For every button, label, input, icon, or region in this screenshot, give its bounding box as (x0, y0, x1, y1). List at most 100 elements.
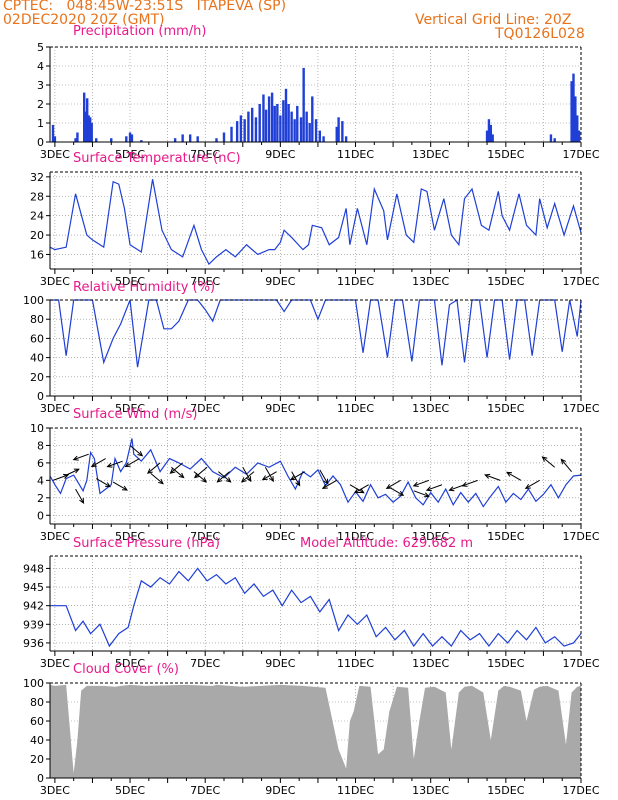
wind-vector-shaft (262, 471, 277, 481)
precip-bar (76, 132, 79, 142)
precip-bar (337, 117, 340, 142)
wind-vector-shaft (484, 474, 501, 481)
wind-vector-head (425, 486, 432, 492)
wind-y-tick-label: 8 (37, 439, 44, 452)
wind-vector-shaft (95, 478, 111, 488)
precip-y-tick-label: 0 (37, 136, 44, 149)
wind-vector-head (124, 462, 131, 468)
wind-vector-head (146, 468, 153, 474)
wind-vector-head (63, 473, 70, 479)
wind-vector-head (72, 455, 79, 461)
pressure-y-tick-label: 942 (23, 600, 44, 613)
temp-y-tick-label: 16 (30, 248, 44, 261)
precip-bar (270, 92, 274, 142)
wind-y-tick-label: 0 (37, 509, 44, 522)
wind-vector-shaft (322, 479, 337, 489)
wind-vector-head (158, 478, 164, 485)
wind-vector-head (73, 468, 80, 474)
precip-bar (267, 96, 271, 142)
wind-vector-shaft (125, 458, 140, 467)
pressure-y-tick-label: 945 (23, 581, 44, 594)
wind-vector-head (225, 477, 232, 483)
wind-vector-head (261, 475, 268, 481)
wind-vector-head (121, 485, 128, 491)
wind-vector-head (541, 456, 548, 462)
wind-vector-shaft (218, 471, 231, 483)
wind-vector-shaft (449, 484, 465, 491)
temp-x-tick-label: 17DEC (562, 275, 599, 288)
precip-bar (577, 130, 581, 142)
precip-bar (279, 115, 282, 142)
wind-vector-shaft (389, 486, 404, 496)
precip-bar (95, 138, 98, 142)
wind-vector-head (105, 482, 112, 488)
rh-x-tick-label: 17DEC (562, 402, 599, 415)
wind-vector-head (240, 477, 247, 483)
precip-bar (311, 96, 314, 142)
wind-line (49, 438, 582, 508)
header-model-code: TQ0126L028 (495, 26, 585, 42)
header-station: CPTEC: 048:45W-23:51S ITAPEVA (SP) (3, 0, 287, 14)
wind-vector-shaft (386, 479, 401, 489)
precip-x-tick-label: 3DEC (40, 148, 70, 161)
temp-x-tick-label: 11DEC (337, 275, 374, 288)
wind-x-tick-label: 9DEC (265, 530, 295, 543)
precip-x-tick-label: 15DEC (487, 148, 524, 161)
wind-vector-shaft (560, 459, 572, 472)
precip-bar (284, 88, 288, 142)
wind-vector-head (201, 477, 208, 483)
precip-x-tick-label: 17DEC (562, 148, 599, 161)
pressure-x-tick-label: 13DEC (412, 657, 449, 670)
header-datetime: 02DEC2020 20Z (GMT) (3, 12, 165, 28)
precip-bar (264, 109, 268, 142)
precip-bar (87, 115, 90, 142)
precip-y-tick-label: 5 (37, 41, 44, 54)
precip-bar (51, 124, 55, 142)
precip-panel (46, 46, 582, 147)
precip-bar (84, 111, 87, 142)
precip-x-tick-label: 9DEC (265, 148, 295, 161)
wind-vector-shaft (426, 484, 443, 491)
wind-vector-head (90, 462, 97, 468)
precip-bar (282, 100, 285, 142)
wind-vector-shaft (413, 479, 429, 487)
wind-x-tick-label: 15DEC (487, 530, 524, 543)
precip-y-tick-label: 3 (37, 79, 44, 92)
wind-vector-head (169, 468, 176, 474)
precip-bar (290, 111, 293, 142)
wind-y-tick-label: 10 (30, 422, 44, 435)
wind-vector-shaft (242, 467, 252, 482)
precip-bar (576, 115, 579, 142)
precip-bar (491, 134, 494, 142)
wind-vector-head (216, 477, 223, 483)
rh-x-tick-label: 9DEC (265, 402, 295, 415)
wind-vector-head (246, 476, 252, 483)
precip-y-tick-label: 1 (37, 117, 44, 130)
rh-y-tick-label: 100 (23, 294, 44, 307)
wind-vector-head (321, 483, 328, 489)
wind-vector-head (268, 476, 274, 483)
wind-vector-shaft (291, 471, 301, 486)
cloud-y-tick-label: 40 (30, 734, 44, 747)
precip-bar (549, 134, 553, 142)
precip-bar (254, 117, 258, 142)
wind-vector-head (289, 475, 296, 481)
pressure-x-tick-label: 9DEC (265, 657, 295, 670)
wind-y-tick-label: 6 (37, 457, 44, 470)
precip-bar (308, 123, 311, 142)
wind-vector-shaft (349, 484, 364, 494)
cloud-cover-area (50, 684, 581, 778)
precip-x-tick-label: 7DEC (190, 148, 220, 161)
rh-y-tick-label: 60 (30, 332, 44, 345)
precip-bar (341, 121, 344, 142)
precip-bar (90, 123, 93, 142)
wind-vector-shaft (264, 467, 274, 482)
precip-bar (239, 115, 243, 142)
wind-vector-shaft (147, 462, 161, 474)
precip-bar (314, 119, 318, 142)
wind-vector-head (323, 478, 329, 485)
wind-vector-head (385, 483, 392, 489)
precip-bar (276, 104, 279, 142)
wind-vector-shaft (542, 456, 556, 468)
cloud-x-tick-label: 15DEC (487, 784, 524, 797)
